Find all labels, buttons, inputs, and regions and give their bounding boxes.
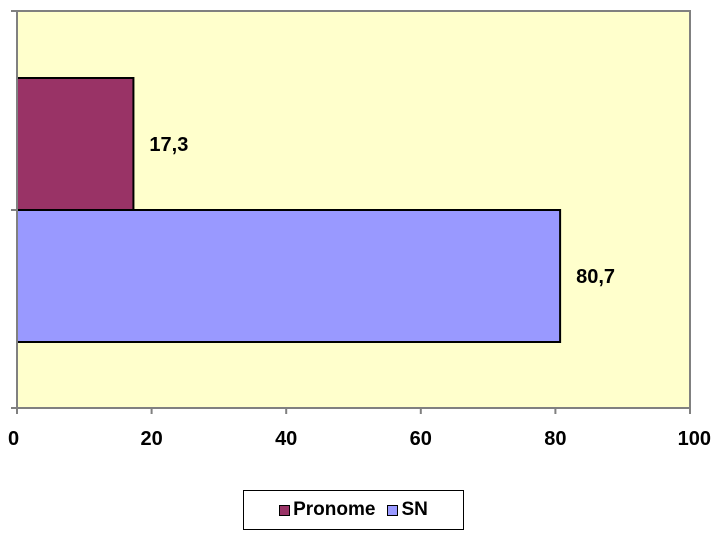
data-label-pronome: 17,3 (149, 134, 188, 156)
data-label-sn: 80,7 (576, 266, 615, 288)
legend-swatch-sn (387, 504, 399, 516)
x-tick-label: 60 (410, 428, 432, 450)
axis-layer: 0 20 40 60 80 100 (8, 10, 711, 450)
legend-label-sn: SN (401, 499, 428, 520)
legend-item-pronome: Pronome (279, 499, 375, 521)
legend-swatch-pronome (279, 504, 291, 516)
x-tick-label: 40 (275, 428, 297, 450)
x-tick-label: 0 (8, 428, 19, 450)
bar-sn (16, 209, 562, 343)
bar-pronome (16, 77, 135, 211)
labels-layer: 17,3 80,7 (149, 134, 615, 288)
legend-label-pronome: Pronome (293, 499, 376, 520)
x-tick-label: 20 (140, 428, 162, 450)
x-tick-label: 100 (678, 428, 711, 450)
bars-layer (16, 77, 562, 343)
legend-item-sn: SN (387, 499, 428, 521)
x-tick-label: 80 (544, 428, 566, 450)
legend: Pronome SN (243, 490, 464, 530)
